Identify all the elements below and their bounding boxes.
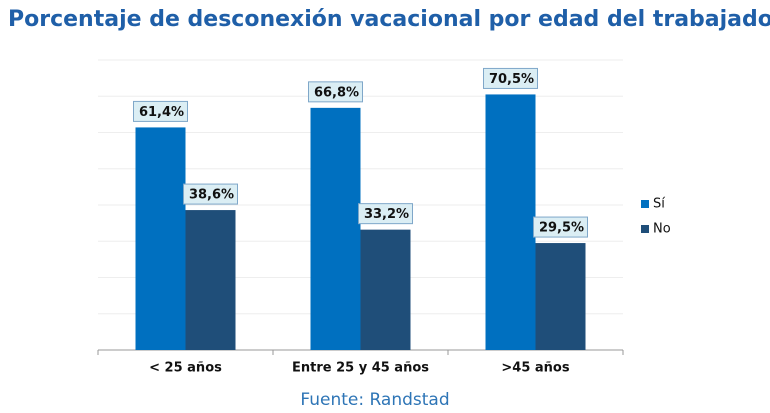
value-label-box [308, 81, 363, 103]
chart-title: Porcentaje de desconexión vacacional por… [8, 7, 770, 32]
value-label-box [183, 183, 238, 205]
x-tick-label: Entre 25 y 45 años [292, 361, 429, 376]
value-label: 61,4% [139, 105, 184, 120]
value-label: 38,6% [189, 188, 234, 203]
value-label-box [133, 100, 188, 122]
bar [310, 107, 361, 350]
legend-label: Sí [653, 197, 665, 212]
legend-label: No [653, 222, 671, 237]
bar [135, 127, 186, 350]
value-label-box [533, 216, 588, 238]
bar [535, 243, 586, 350]
value-label-box [358, 203, 413, 225]
value-label: 70,5% [489, 72, 534, 87]
bar [485, 94, 536, 350]
x-tick-label: >45 años [501, 361, 569, 376]
value-label: 29,5% [539, 221, 584, 236]
source: Fuente: Randstad [300, 390, 449, 410]
value-label: 33,2% [364, 207, 409, 222]
legend-swatch [641, 225, 649, 233]
bar [360, 229, 411, 350]
x-tick-label: < 25 años [149, 361, 222, 376]
legend-swatch [641, 200, 649, 208]
value-label: 66,8% [314, 85, 359, 100]
bar [185, 210, 236, 350]
value-label-box [483, 67, 538, 89]
